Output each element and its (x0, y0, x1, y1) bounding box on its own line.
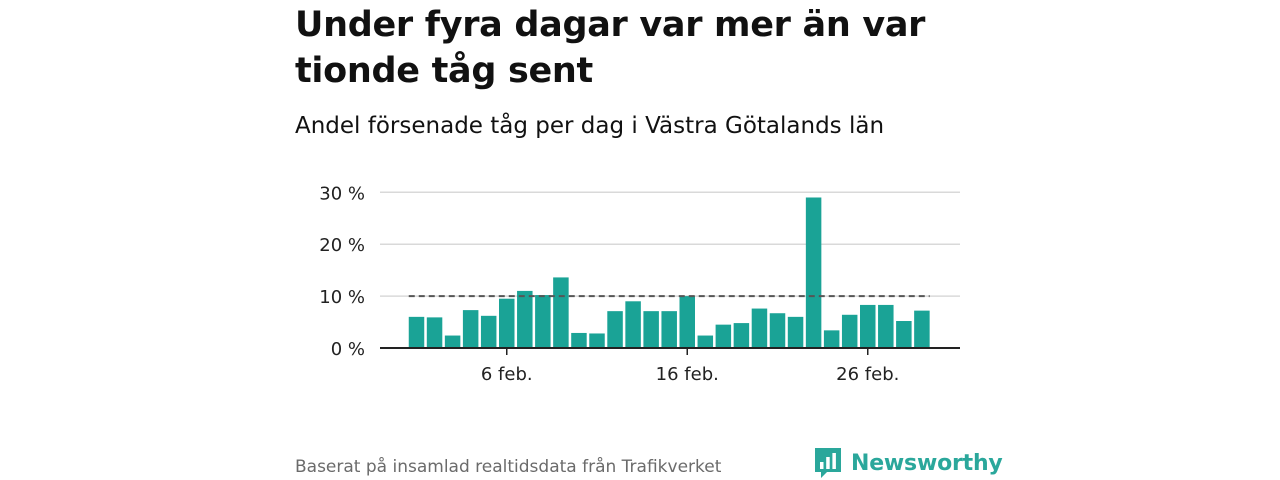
bar (878, 304, 894, 348)
x-tick-label: 26 feb. (836, 364, 899, 385)
bar (625, 301, 641, 348)
bar (751, 308, 768, 348)
y-tick-label: 30 % (319, 183, 365, 204)
bar (787, 316, 804, 348)
y-tick-label: 20 % (319, 235, 365, 256)
bar (733, 323, 750, 348)
chart-title: Under fyra dagar var mer än var tionde t… (295, 5, 926, 91)
bar (462, 310, 479, 348)
brand-logo: Newsworthy (813, 446, 1003, 480)
bar (589, 333, 605, 348)
bar (480, 315, 497, 348)
bar (517, 290, 533, 348)
bar (715, 324, 732, 348)
bar (914, 310, 930, 348)
bar (823, 330, 840, 348)
bar (697, 335, 714, 348)
y-tick-label: 10 % (319, 287, 365, 308)
bar (535, 295, 551, 348)
bar (643, 311, 659, 348)
brand-name: Newsworthy (851, 450, 1003, 476)
bar (896, 321, 912, 348)
bar (769, 313, 786, 348)
x-tick-label: 6 feb. (481, 364, 533, 385)
bar (607, 311, 623, 348)
bar (408, 316, 425, 348)
chart-subtitle: Andel försenade tåg per dag i Västra Göt… (295, 113, 885, 139)
bar (444, 335, 461, 348)
bar (805, 197, 822, 348)
bar-chart: 0 % 10 % 20 % 30 % 6 feb. 16 feb. 26 feb. (319, 183, 960, 385)
x-tick-label: 16 feb. (656, 364, 719, 385)
bar (841, 314, 858, 348)
bar (860, 304, 876, 348)
bar (679, 296, 695, 348)
bar (571, 332, 587, 348)
bar (661, 311, 677, 348)
source-note: Baserat på insamlad realtidsdata från Tr… (295, 457, 722, 477)
bar (553, 277, 569, 348)
newsworthy-bar-chart-icon (815, 448, 841, 478)
y-tick-label: 0 % (331, 339, 365, 360)
bar (426, 317, 443, 348)
bar (499, 298, 515, 348)
